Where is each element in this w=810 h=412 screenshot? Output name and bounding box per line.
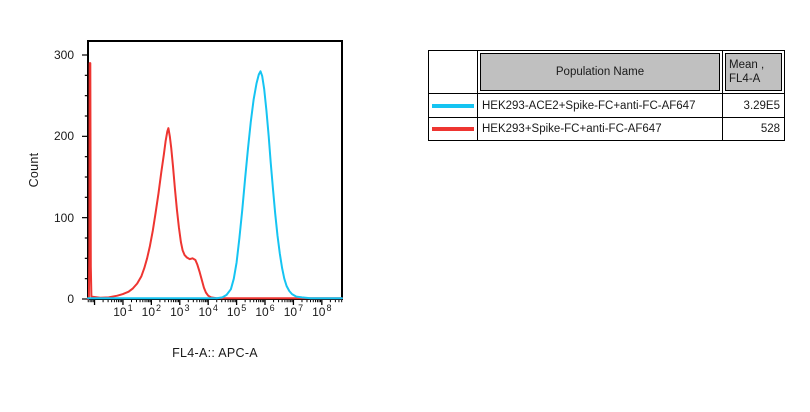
x-tick-label: 108 bbox=[312, 303, 332, 319]
legend-header-population: Population Name bbox=[477, 51, 722, 93]
mean-header-line1: Mean , bbox=[729, 59, 765, 71]
x-tick-label: 104 bbox=[198, 303, 218, 319]
cyan-line-swatch bbox=[432, 103, 474, 108]
legend-table: Population Name Mean , FL4-A HEK293-ACE2… bbox=[428, 50, 785, 141]
x-tick-label: 107 bbox=[283, 303, 304, 319]
histogram-curve bbox=[87, 70, 343, 300]
histogram-curve bbox=[87, 62, 343, 300]
x-tick-label: 102 bbox=[141, 303, 162, 319]
population-name-cell: HEK293+Spike-FC+anti-FC-AF647 bbox=[477, 118, 722, 140]
population-name-header-label: Population Name bbox=[555, 66, 645, 78]
legend-header-swatch-cell bbox=[429, 51, 477, 93]
y-tick-label: 0 bbox=[67, 292, 74, 306]
y-tick-label: 300 bbox=[53, 48, 74, 62]
y-axis-title: Count bbox=[27, 152, 41, 188]
legend-row-ace2[interactable]: HEK293-ACE2+Spike-FC+anti-FC-AF647 3.29E… bbox=[429, 94, 784, 117]
y-tick-label: 200 bbox=[53, 129, 74, 144]
legend-swatch-cell bbox=[429, 118, 477, 140]
x-tick-label: 103 bbox=[170, 303, 190, 319]
x-tick-label: 105 bbox=[226, 303, 247, 319]
plot-border bbox=[87, 40, 343, 300]
x-axis-title: FL4-A:: APC-A bbox=[172, 346, 258, 360]
x-tick-label: 106 bbox=[255, 303, 275, 319]
mean-value-cell: 528 bbox=[722, 118, 784, 140]
red-line-swatch bbox=[432, 127, 474, 131]
legend-header-mean: Mean , FL4-A bbox=[722, 51, 784, 93]
y-tick-label: 100 bbox=[53, 210, 74, 225]
mean-header-line2: FL4-A bbox=[729, 73, 761, 85]
x-tick-label: 101 bbox=[113, 303, 133, 319]
legend-table-header-row: Population Name Mean , FL4-A bbox=[429, 51, 784, 94]
legend-swatch-cell bbox=[429, 94, 477, 117]
mean-value-cell: 3.29E5 bbox=[722, 94, 784, 117]
population-name-cell: HEK293-ACE2+Spike-FC+anti-FC-AF647 bbox=[477, 94, 722, 117]
legend-row-hek293[interactable]: HEK293+Spike-FC+anti-FC-AF647 528 bbox=[429, 117, 784, 140]
